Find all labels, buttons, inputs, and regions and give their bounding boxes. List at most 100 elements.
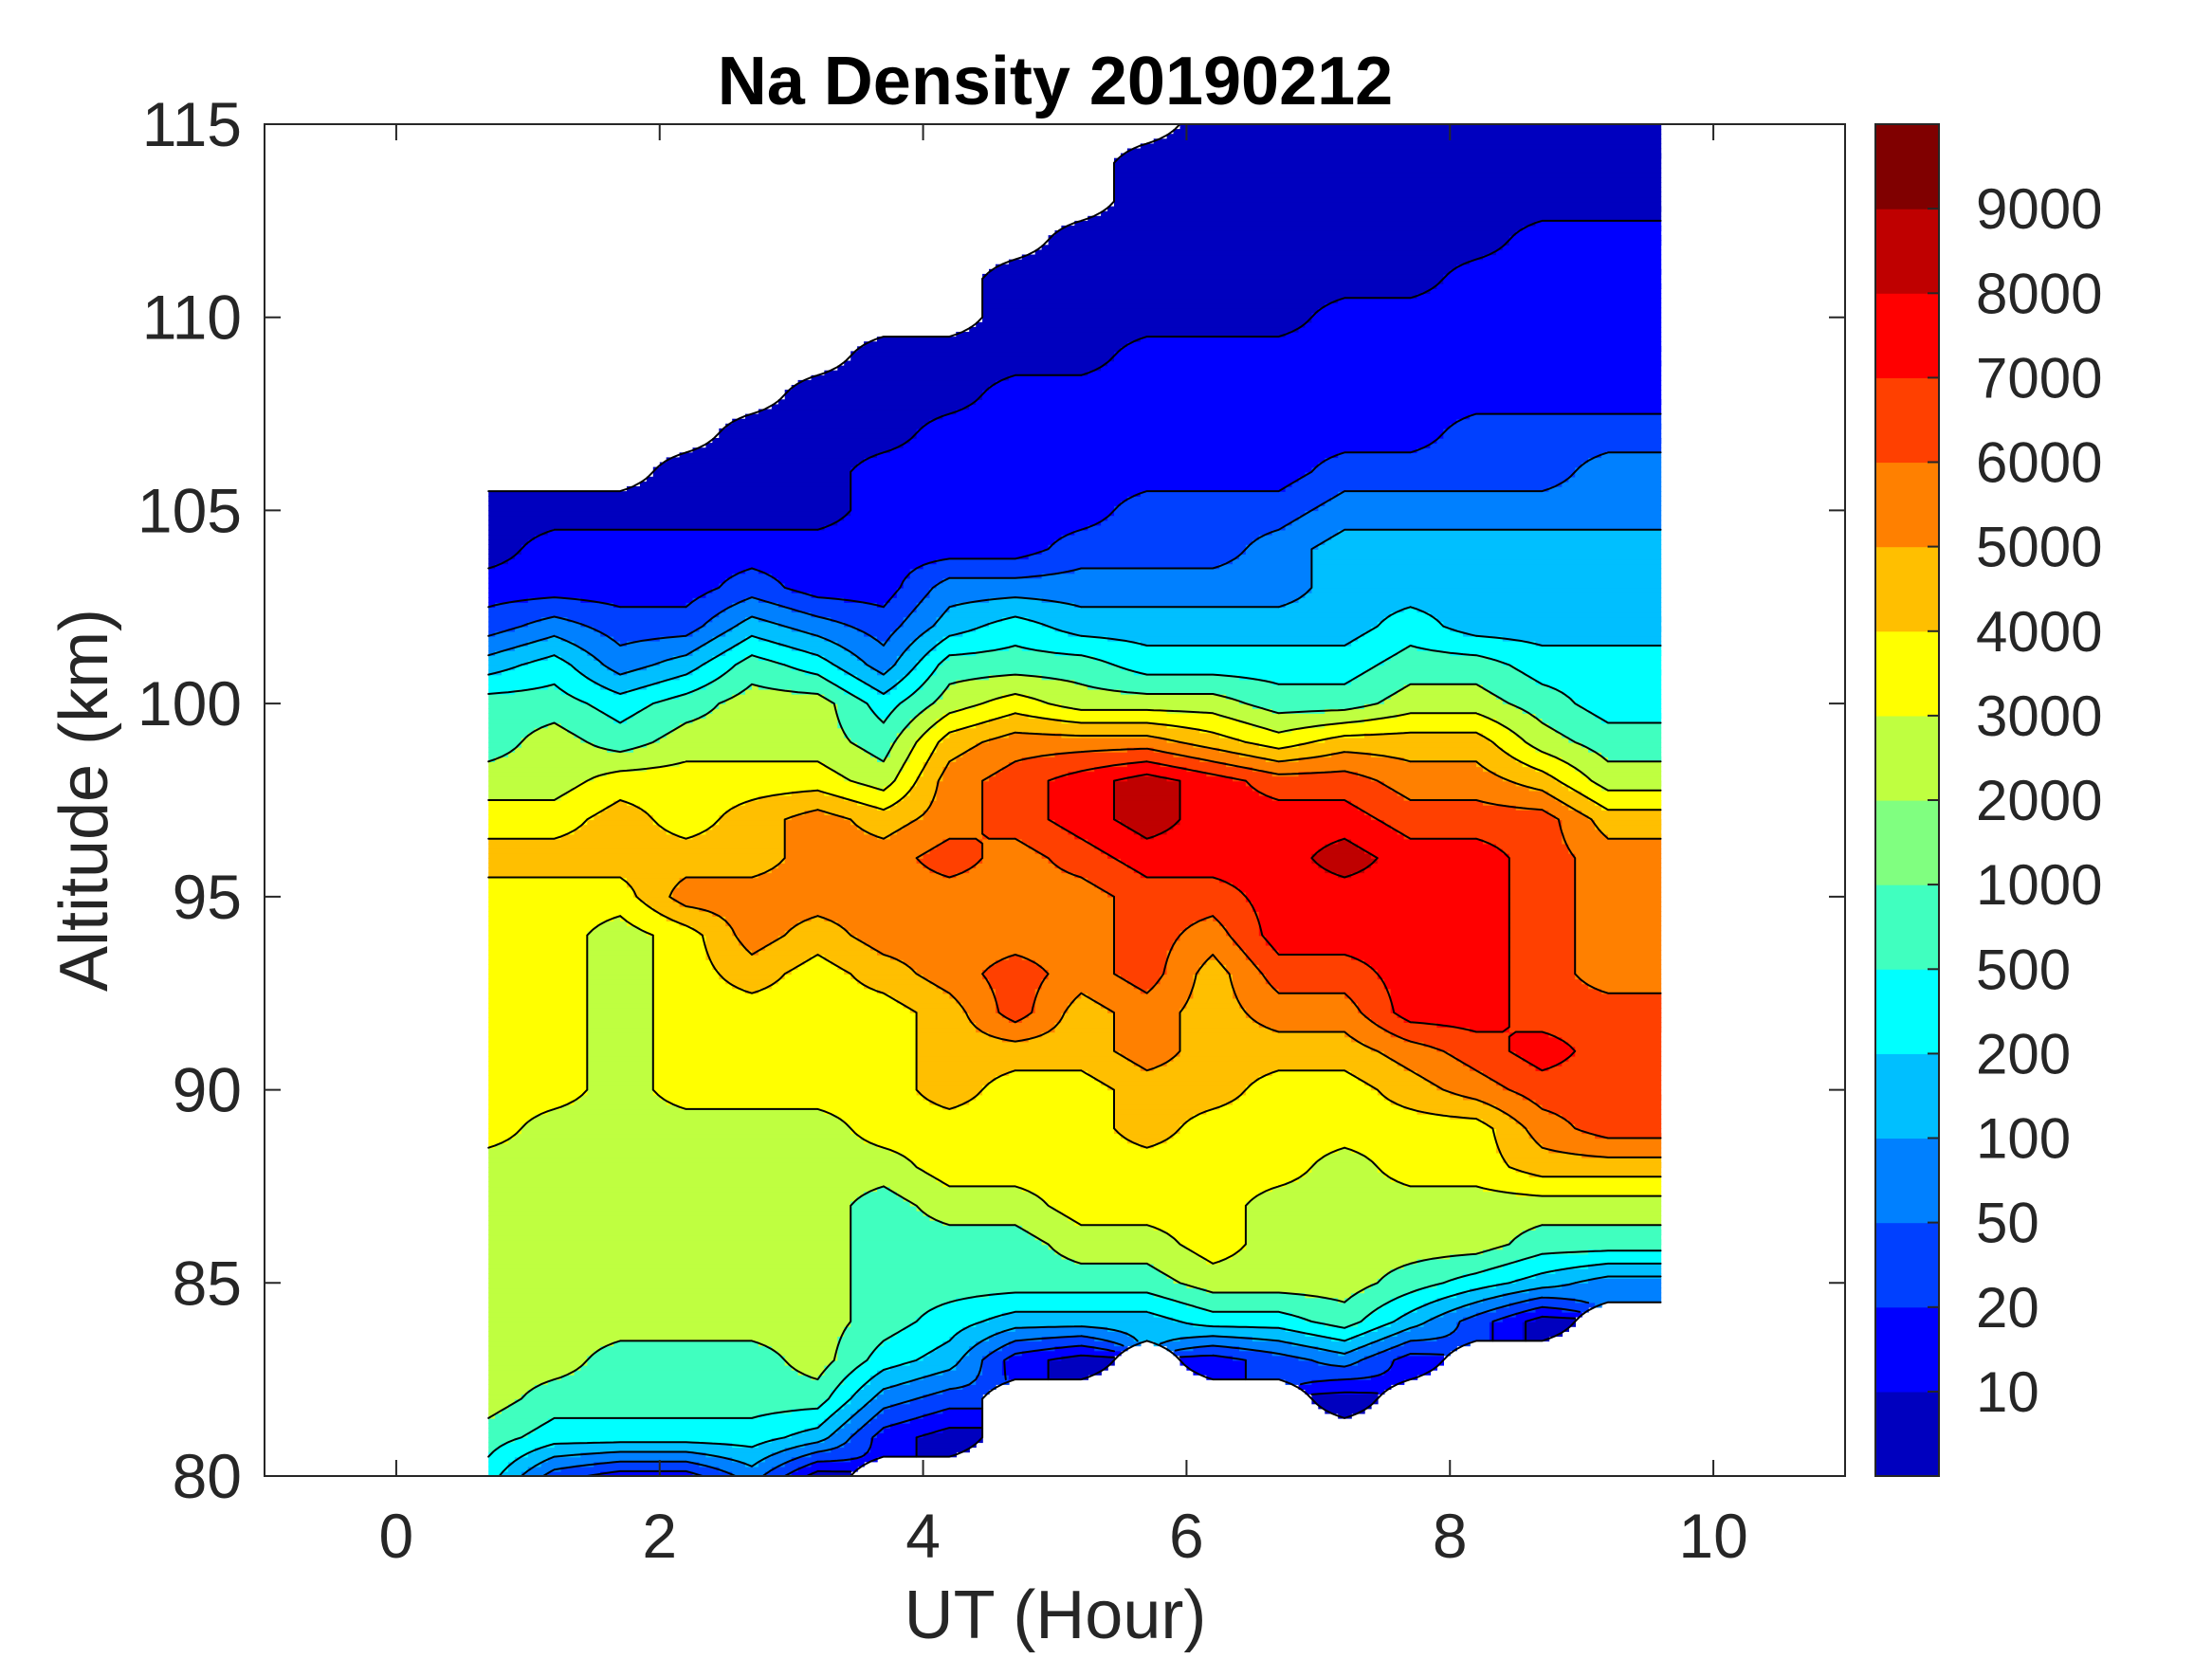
contour-fill-cell	[758, 1461, 786, 1468]
contour-fill-cell	[488, 1031, 589, 1038]
contour-fill-cell	[1568, 843, 1662, 849]
contour-fill-cell	[1245, 1225, 1537, 1231]
contour-fill-cell	[1588, 814, 1662, 821]
contour-fill-cell	[1383, 978, 1510, 985]
contour-fill-cell	[837, 520, 1102, 526]
contour-fill-cell	[712, 964, 799, 970]
contour-fill-cell	[844, 794, 905, 801]
contour-fill-cell	[1206, 771, 1273, 777]
contour-fill-cell	[936, 790, 983, 796]
contour-fill-cell	[1233, 882, 1510, 888]
contour-fill-cell	[659, 679, 714, 685]
contour-fill-cell	[1219, 959, 1253, 965]
contour-fill-cell	[1252, 703, 1365, 709]
contour-fill-cell	[844, 1331, 898, 1337]
contour-fill-cell	[488, 1220, 851, 1226]
colorbar-band	[1875, 884, 1939, 970]
contour-fill-cell	[666, 829, 707, 835]
contour-fill-cell	[587, 1036, 654, 1043]
contour-fill-cell	[824, 674, 858, 681]
contour-fill-cell	[850, 510, 1115, 517]
contour-fill-cell	[1495, 1142, 1544, 1149]
colorbar-band	[1875, 546, 1939, 632]
contour-fill-cell	[1114, 191, 1662, 198]
contour-fill-cell	[1298, 1384, 1392, 1390]
contour-fill-cell	[1397, 1012, 1510, 1018]
contour-fill-cell	[1364, 732, 1484, 738]
contour-fill-cell	[488, 1157, 911, 1163]
contour-fill-cell	[1358, 1322, 1392, 1327]
contour-fill-cell	[521, 1128, 851, 1135]
contour-fill-cell	[488, 790, 569, 796]
contour-fill-cell	[488, 925, 594, 932]
contour-fill-cell	[488, 1108, 549, 1115]
contour-fill-cell	[1008, 1070, 1088, 1076]
contour-fill-cell	[896, 587, 931, 593]
contour-fill-cell	[889, 1336, 951, 1342]
contour-fill-cell	[777, 863, 924, 868]
contour-fill-cell	[587, 978, 654, 985]
contour-fill-cell	[1173, 1350, 1273, 1357]
contour-fill-cell	[784, 829, 865, 835]
contour-fill-cell	[903, 443, 1432, 448]
contour-fill-cell	[889, 805, 931, 811]
y-tick-label: 95	[173, 862, 242, 932]
contour-fill-cell	[1008, 1355, 1063, 1361]
contour-fill-cell	[1206, 1306, 1379, 1313]
contour-fill-cell	[996, 771, 1069, 777]
contour-fill-cell	[824, 1417, 851, 1424]
contour-fill-cell	[996, 997, 1036, 1004]
contour-fill-cell	[1575, 964, 1662, 970]
contour-fill-cell	[1305, 1316, 1365, 1322]
contour-fill-cell	[1160, 978, 1194, 985]
contour-fill-cell	[929, 757, 957, 762]
contour-fill-cell	[495, 1142, 878, 1149]
contour-fill-cell	[916, 1012, 970, 1018]
contour-fill-cell	[1034, 959, 1115, 965]
contour-fill-cell	[1114, 935, 1181, 941]
contour-fill-cell	[1502, 1152, 1582, 1158]
contour-fill-cell	[1061, 1355, 1115, 1361]
contour-fill-cell	[976, 650, 1056, 656]
contour-fill-cell	[1001, 766, 1095, 773]
contour-fill-cell	[534, 1428, 806, 1433]
contour-fill-cell	[989, 268, 1451, 275]
contour-fill-cell	[1568, 1119, 1662, 1124]
contour-fill-cell	[652, 1050, 918, 1057]
contour-fill-cell	[1107, 206, 1662, 212]
contour-fill-cell	[982, 848, 1036, 854]
contour-fill-cell	[646, 930, 701, 937]
contour-fill-cell	[1588, 794, 1662, 801]
contour-fill-cell	[837, 1340, 885, 1347]
contour-fill-cell	[488, 935, 589, 941]
contour-fill-cell	[1581, 703, 1662, 709]
contour-fill-cell	[837, 703, 871, 709]
contour-fill-cell	[1285, 486, 1550, 492]
contour-fill-cell	[1502, 722, 1550, 729]
contour-fill-cell	[1370, 752, 1510, 757]
contour-fill-cell	[1515, 780, 1563, 787]
colorbar-band	[1875, 293, 1939, 378]
contour-fill-cell	[652, 1089, 918, 1096]
colorbar-band	[1875, 1138, 1939, 1224]
contour-fill-cell	[896, 737, 918, 743]
contour-fill-cell	[1311, 312, 1662, 319]
contour-fill-cell	[784, 974, 851, 980]
contour-fill-cell	[1515, 665, 1662, 671]
contour-fill-cell	[1291, 1340, 1372, 1347]
contour-fill-cell	[1258, 925, 1510, 932]
contour-fill-cell	[666, 732, 845, 738]
contour-fill-cell	[844, 1379, 871, 1385]
contour-fill-cell	[1495, 1080, 1662, 1086]
contour-fill-cell	[488, 665, 516, 671]
contour-fill-cell	[502, 1442, 556, 1449]
contour-fill-cell	[982, 1370, 1003, 1376]
contour-fill-cell	[903, 824, 983, 830]
contour-fill-cell	[791, 1432, 832, 1438]
contour-fill-cell	[936, 1176, 1300, 1182]
contour-fill-cell	[1114, 1128, 1181, 1135]
contour-fill-cell	[488, 1447, 496, 1453]
contour-fill-cell	[1088, 1070, 1273, 1076]
contour-fill-cell	[1140, 872, 1339, 879]
contour-fill-cell	[1483, 800, 1563, 806]
